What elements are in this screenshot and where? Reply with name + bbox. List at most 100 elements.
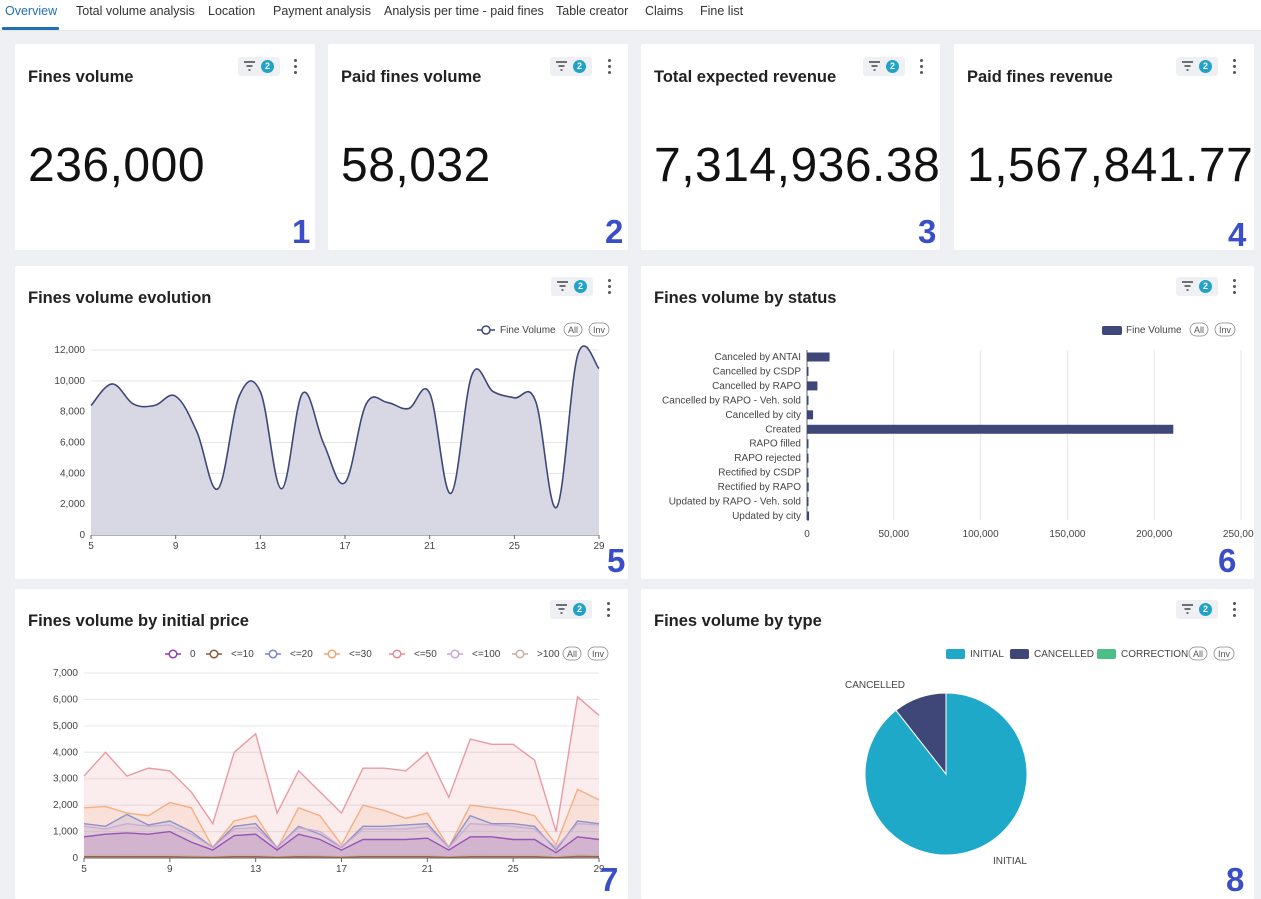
x-tick-label: 17 — [336, 864, 348, 875]
annotation-number: 5 — [607, 542, 626, 579]
pie-label-cancelled: CANCELLED — [845, 680, 905, 691]
legend-all-button[interactable]: All — [1189, 322, 1209, 337]
legend-marker — [268, 649, 278, 659]
filter-icon — [557, 281, 568, 291]
bar-rectified-by-csdp — [807, 468, 809, 478]
legend-label: <=50 — [414, 649, 437, 660]
more-options-icon[interactable] — [291, 59, 301, 75]
y-tick-label: 8,000 — [60, 407, 85, 418]
active-tab-indicator — [2, 27, 59, 30]
y-tick-label: Cancelled by city — [725, 410, 801, 421]
filter-button[interactable]: 2 — [1176, 277, 1218, 296]
axis-ticks: 0 50,000 100,000 150,000 200,000 250,000 Cance… — [662, 352, 1254, 540]
filter-button[interactable]: 2 — [1176, 57, 1218, 76]
y-tick-label: 1,000 — [53, 827, 78, 838]
legend[interactable]: 0 <=10 <=20 <=30 <=50 <=100 >100 — [165, 649, 560, 660]
x-tick-label: 5 — [88, 541, 94, 552]
y-tick-label: 7,000 — [53, 668, 78, 679]
x-tick-label: 21 — [422, 864, 434, 875]
more-options-icon[interactable] — [605, 59, 615, 75]
chart-card-fines-volume-by-status: Fines volume by status 2 0 50,000 100,000 1… — [641, 266, 1254, 579]
x-tick-label: 29 — [593, 864, 605, 875]
filter-icon — [1182, 281, 1193, 291]
bar-rectified-by-rapo — [807, 482, 809, 492]
more-options-icon[interactable] — [1230, 602, 1240, 618]
legend-label: <=100 — [472, 649, 501, 660]
filter-button[interactable]: 2 — [863, 57, 905, 76]
tab-overview[interactable]: Overview — [5, 4, 58, 18]
filter-count-badge: 2 — [261, 60, 274, 73]
axis-ticks: 0 2,000 4,000 6,000 8,000 10,000 12,000 5 9 13 17 2… — [54, 345, 605, 552]
card-title: Fines volume by type — [654, 612, 822, 630]
legend[interactable]: INITIAL CANCELLED CORRECTION — [946, 649, 1188, 660]
legend-swatch — [946, 649, 965, 659]
legend-label: Fine Volume — [500, 325, 556, 336]
legend-label: <=20 — [290, 649, 313, 660]
legend-marker — [392, 649, 402, 659]
y-tick-label: 10,000 — [54, 376, 85, 387]
legend-label: CORRECTION — [1121, 649, 1188, 660]
more-options-icon[interactable] — [605, 279, 615, 295]
legend-inv-button[interactable]: Inv — [1213, 646, 1235, 661]
more-options-icon[interactable] — [604, 602, 614, 618]
series-area-fine-volume — [91, 345, 599, 535]
kpi-card-fines-volume: Fines volume 2 236,000 1 — [15, 44, 315, 250]
tab-claims[interactable]: Claims — [645, 4, 684, 18]
y-tick-label: 4,000 — [60, 468, 85, 479]
legend-inv-button[interactable]: Inv — [588, 322, 610, 337]
filter-count-badge: 2 — [1199, 60, 1212, 73]
x-tick-label: 25 — [508, 864, 520, 875]
annotation-number: 6 — [1218, 542, 1237, 579]
x-tick-label: 9 — [173, 541, 179, 552]
legend-all-button[interactable]: All — [563, 322, 583, 337]
legend-all-button[interactable]: All — [562, 646, 582, 661]
filter-button[interactable]: 2 — [238, 57, 280, 76]
chart-grid — [806, 350, 1242, 520]
tab-fine-list[interactable]: Fine list — [700, 4, 744, 18]
y-tick-label: 6,000 — [53, 694, 78, 705]
legend-all-label: All — [1193, 649, 1203, 659]
x-tick-label: 5 — [81, 864, 87, 875]
tab-table-creator[interactable]: Table creator — [556, 4, 629, 18]
y-tick-label: 2,000 — [60, 499, 85, 510]
tab-payment-analysis[interactable]: Payment analysis — [273, 4, 371, 18]
price-chart: 0 1,000 2,000 3,000 4,000 5,000 6,000 7,000 5 9 13… — [53, 646, 609, 875]
filter-button[interactable]: 2 — [1176, 600, 1218, 619]
legend-inv-button[interactable]: Inv — [587, 646, 609, 661]
legend-marker — [209, 649, 219, 659]
filter-count-badge: 2 — [1199, 280, 1212, 293]
y-tick-label: Created — [765, 424, 801, 435]
tab-analysis-per-time[interactable]: Analysis per time - paid fines — [384, 4, 544, 18]
y-tick-label: 0 — [79, 530, 85, 541]
pie-label-initial: INITIAL — [993, 856, 1027, 867]
card-title: Fines volume by status — [654, 289, 837, 307]
x-tick-label: 100,000 — [963, 529, 1000, 540]
more-options-icon[interactable] — [1230, 59, 1240, 75]
bar-updated-by-city — [807, 511, 810, 521]
tab-location[interactable]: Location — [208, 4, 256, 18]
chart-card-fines-volume-by-initial-price: Fines volume by initial price 2 0 1,000 2,… — [15, 589, 628, 899]
filter-button[interactable]: 2 — [551, 277, 593, 296]
card-title: Fines volume evolution — [28, 289, 212, 307]
pie-slice-cancelled — [895, 692, 947, 776]
legend-inv-label: Inv — [593, 325, 606, 335]
legend[interactable]: Fine Volume — [1102, 325, 1182, 336]
legend-inv-button[interactable]: Inv — [1214, 322, 1236, 337]
legend-inv-label: Inv — [1218, 649, 1231, 659]
x-tick-label: 29 — [593, 541, 605, 552]
legend-label: Fine Volume — [1126, 325, 1182, 336]
more-options-icon[interactable] — [917, 59, 927, 75]
filter-icon — [244, 61, 255, 71]
filter-button[interactable]: 2 — [550, 600, 592, 619]
filter-button[interactable]: 2 — [550, 57, 592, 76]
legend-marker — [481, 325, 491, 335]
bar-created — [807, 424, 1174, 434]
more-options-icon[interactable] — [1230, 279, 1240, 295]
legend[interactable]: Fine Volume — [477, 325, 556, 336]
legend-all-button[interactable]: All — [1188, 646, 1208, 661]
y-tick-label: 12,000 — [54, 345, 85, 356]
tab-total-volume-analysis[interactable]: Total volume analysis — [76, 4, 195, 18]
legend-label: <=10 — [231, 649, 254, 660]
pie: INITIAL CANCELLED — [845, 680, 1028, 867]
bar-canceled-by-antai — [807, 352, 830, 362]
